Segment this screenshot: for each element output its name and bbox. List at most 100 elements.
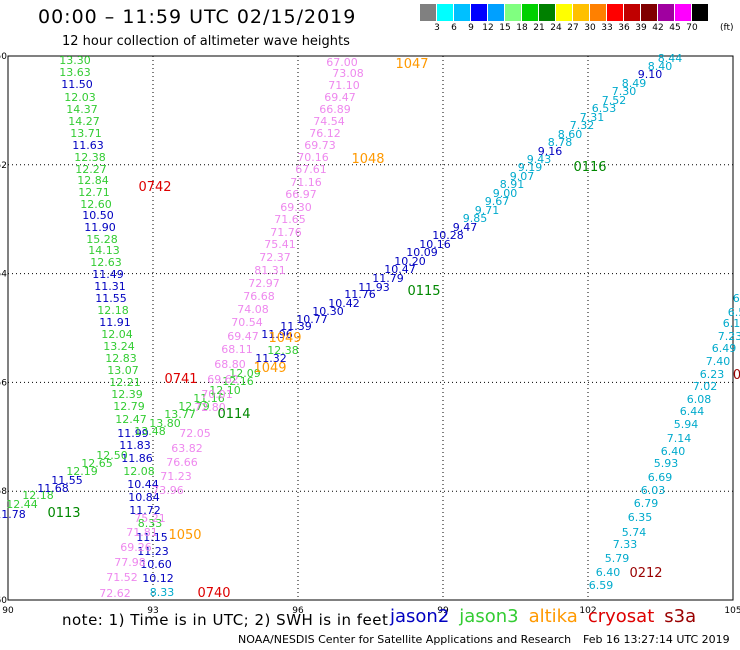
legend-swatch [590, 4, 607, 21]
satellite-jason3: jason3 [459, 606, 519, 627]
lon-tick-label: 102 [579, 606, 596, 616]
wave-height-label: 67.61 [295, 163, 327, 176]
legend-tick-label: 39 [635, 23, 647, 33]
wave-height-label: 6.40 [596, 566, 621, 579]
wave-height-label: 9.47 [453, 221, 478, 234]
pass-time-label: 1049 [268, 331, 301, 346]
wave-height-label: 69.47 [324, 91, 356, 104]
pass-time-label: 0212 [629, 566, 662, 581]
footer-timestamp: Feb 16 13:27:14 UTC 2019 [583, 633, 730, 646]
wave-height-label: 7.40 [706, 355, 731, 368]
color-legend-labels: 3 6 9 12 15 18 21 24 27 30 33 36 39 42 45 70 [420, 23, 740, 35]
lat-tick-label: -56 [0, 378, 7, 388]
wave-height-label: 5.79 [605, 552, 630, 565]
wave-height-label: 10.60 [140, 558, 172, 571]
wave-height-label: 11.93 [358, 281, 390, 294]
wave-height-label: 13.71 [70, 127, 102, 140]
footer-credit: NOAA/NESDIS Center for Satellite Applica… [238, 633, 572, 646]
wave-height-label: 71.52 [106, 571, 138, 584]
wave-height-label: 72.80 [194, 401, 226, 414]
wave-height-label: 11.72 [129, 504, 161, 517]
map-frame [7, 55, 734, 601]
wave-height-label: 12.38 [267, 344, 299, 357]
wave-height-label: 7.52 [602, 94, 627, 107]
legend-swatch [556, 4, 573, 21]
legend-swatch [454, 4, 471, 21]
wave-height-label: 12.04 [101, 328, 133, 341]
wave-height-label: 6.23 [700, 368, 725, 381]
legend-unit: (ft) [720, 23, 734, 33]
wave-height-label: 73.96 [152, 484, 184, 497]
lon-tick-label: 99 [437, 606, 449, 616]
wave-height-label: 9.16 [538, 145, 563, 158]
wave-height-label: 11.96 [261, 328, 293, 341]
wave-height-label: 11.15 [136, 531, 168, 544]
wave-height-label: 13.48 [134, 425, 166, 438]
legend-tick-label: 21 [533, 23, 545, 33]
legend-tick-label: 36 [618, 23, 630, 33]
wave-height-label: 12.63 [90, 256, 122, 269]
wave-height-label: 12.39 [111, 388, 143, 401]
wave-height-label: 10.20 [394, 255, 426, 268]
legend-swatch [658, 4, 675, 21]
legend-tick-label: 42 [652, 23, 664, 33]
legend-swatch [420, 4, 437, 21]
wave-height-label: 12.79 [113, 400, 145, 413]
wave-height-label: 10.09 [406, 246, 438, 259]
wave-height-label: 6.79 [634, 497, 659, 510]
wave-height-label: 11.31 [94, 280, 126, 293]
wave-height-label: 70.54 [231, 316, 263, 329]
wave-height-label: 6.99 [733, 292, 740, 305]
wave-height-label: 10.12 [142, 572, 174, 585]
wave-height-label: 68.11 [221, 343, 253, 356]
wave-height-label: 70.16 [297, 151, 329, 164]
wave-height-label: 68.80 [214, 358, 246, 371]
wave-height-label: 69.26 [120, 541, 152, 554]
wave-height-label: 71.16 [290, 176, 322, 189]
wave-height-label: 6.19 [723, 317, 740, 330]
wave-height-label: 6.44 [680, 405, 705, 418]
wave-height-label: 9.71 [475, 204, 500, 217]
wave-height-label: 12.83 [105, 352, 137, 365]
pass-time-label: 1048 [351, 152, 384, 167]
wave-height-label: 76.68 [243, 290, 275, 303]
wave-height-label: 10.28 [432, 229, 464, 242]
pass-time-label: 1047 [395, 57, 428, 72]
wave-height-label: 7.14 [667, 432, 692, 445]
wave-height-label: 13.80 [149, 417, 181, 430]
wave-height-label: 12.50 [96, 449, 128, 462]
satellite-altika: altika [528, 606, 578, 627]
wave-height-label: 11.83 [119, 439, 151, 452]
wave-height-label: 12.38 [74, 151, 106, 164]
wave-height-label: 11.90 [84, 221, 116, 234]
wave-height-label: 7.31 [580, 111, 605, 124]
wave-height-label: 11.16 [193, 392, 225, 405]
pass-time-label: 0740 [197, 586, 230, 601]
legend-swatch [522, 4, 539, 21]
legend-swatch [437, 4, 454, 21]
wave-height-label: 9.00 [493, 187, 518, 200]
wave-height-label: 5.93 [654, 457, 679, 470]
wave-height-label: 72.05 [179, 427, 211, 440]
pass-time-label: 0 [733, 368, 740, 383]
legend-swatch [675, 4, 692, 21]
wave-height-label: 11.23 [137, 545, 169, 558]
satellite-legend: jason2 jason3 altika cryosat s3a [390, 606, 706, 627]
wave-height-label: 12.09 [229, 367, 261, 380]
lat-tick-label: -54 [0, 270, 7, 280]
pass-time-label: 0116 [573, 160, 606, 175]
wave-height-label: 11.99 [117, 427, 149, 440]
wave-height-label: 9.19 [518, 161, 543, 174]
legend-swatch [624, 4, 641, 21]
wave-height-label: 71.23 [160, 470, 192, 483]
wave-height-label: 9.67 [485, 195, 510, 208]
legend-swatch [488, 4, 505, 21]
wave-height-label: 10.50 [82, 209, 114, 222]
wave-height-label: 75.21 [134, 512, 166, 525]
wave-height-label: 12.47 [115, 413, 147, 426]
wave-height-label: 7.23 [718, 330, 740, 343]
wave-height-label: 11.78 [0, 508, 26, 521]
wave-height-label: 8.78 [548, 136, 573, 149]
lat-tick-label: -52 [0, 161, 7, 171]
wave-height-label: 69.73 [304, 139, 336, 152]
